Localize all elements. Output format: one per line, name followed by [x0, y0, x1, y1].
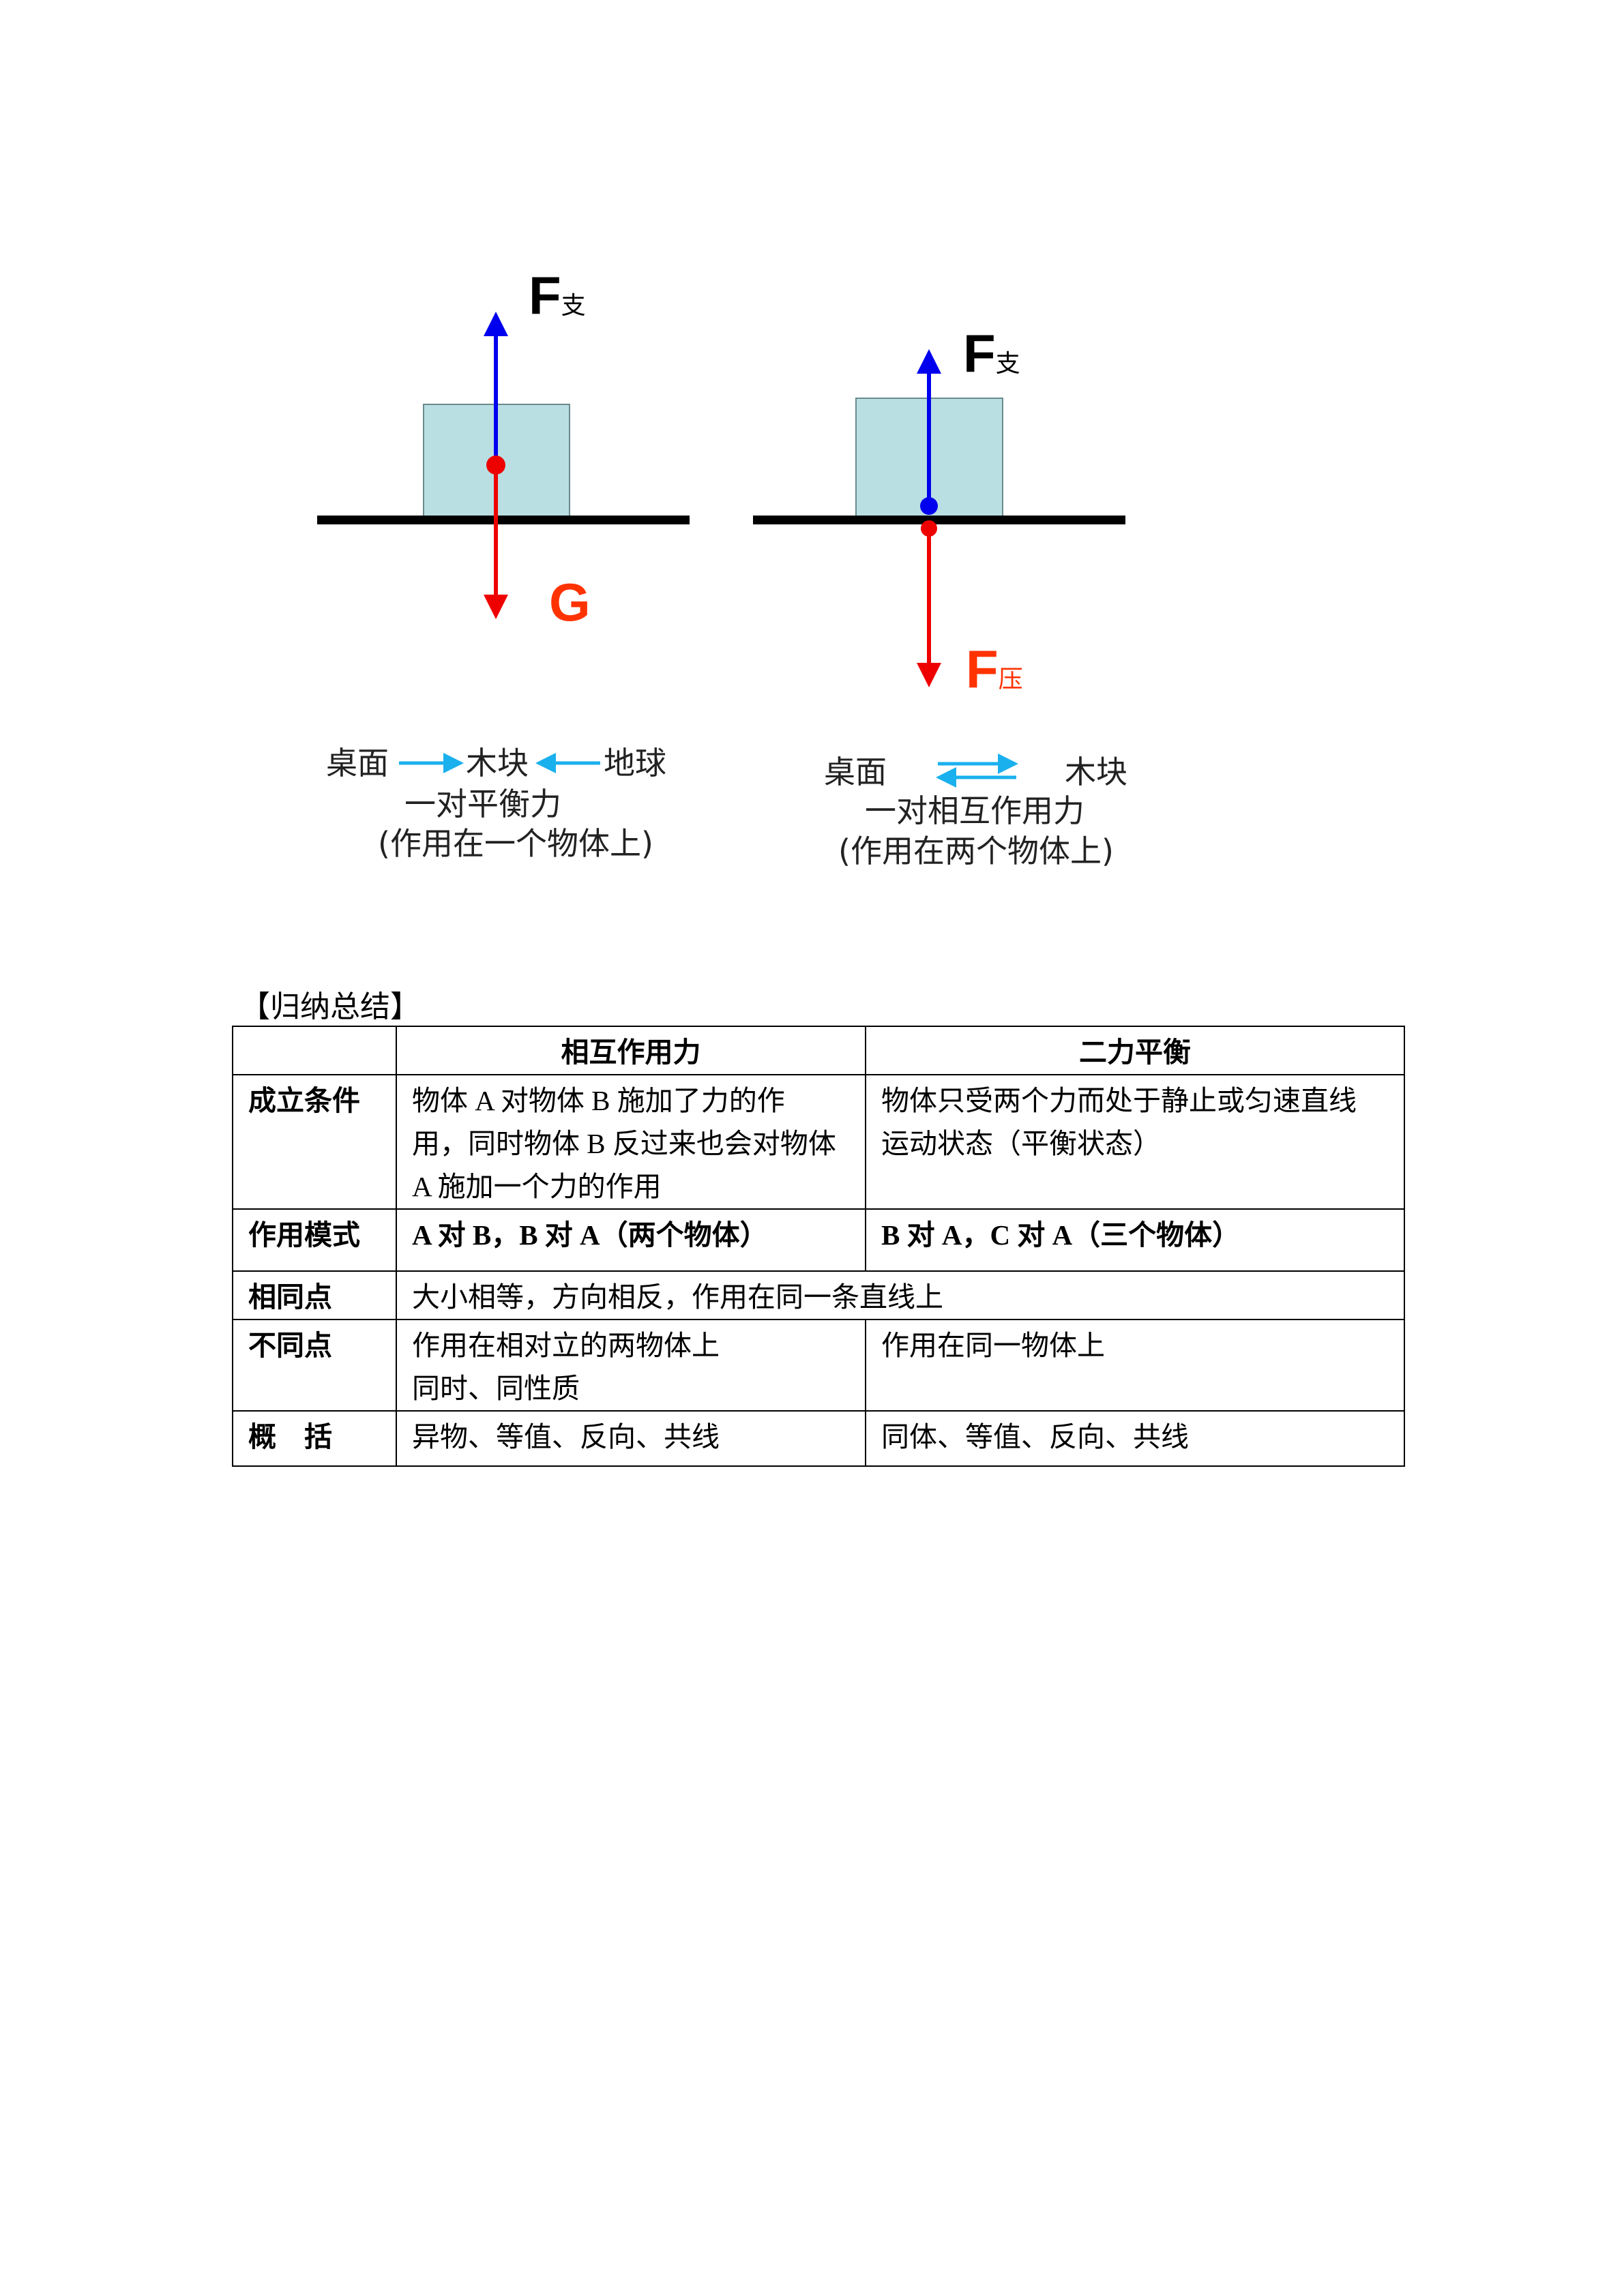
- force-diagrams: F支 G 桌面 木块 地球 一对平衡力 (作用在一个物体上) F支 F压 桌面 …: [317, 265, 1127, 869]
- table-header-row: 相互作用力 二力平衡: [232, 1026, 1405, 1075]
- table-row: 概 括 异物、等值、反向、共线 同体、等值、反向、共线: [232, 1410, 1405, 1467]
- svg-text:F压: F压: [966, 639, 1023, 699]
- cell: 物体 A 对物体 B 施加了力的作用，同时物体 B 反过来也会对物体 A 施加一个…: [396, 1074, 866, 1210]
- cell: 物体只受两个力而处于静止或匀速直线 运动状态（平衡状态）: [865, 1074, 1405, 1210]
- row-label: 概 括: [232, 1410, 397, 1467]
- caption-line3: (作用在一个物体上): [378, 825, 653, 862]
- caption-table: 桌面: [326, 745, 389, 781]
- gravity-label: G: [549, 572, 591, 632]
- support-point: [920, 497, 938, 515]
- pressure-force-label: F: [966, 639, 999, 699]
- caption-earth: 地球: [604, 745, 666, 781]
- table-row: 相同点 大小相等，方向相反，作用在同一条直线上: [232, 1270, 1405, 1320]
- cell: 作用在同一物体上: [865, 1319, 1405, 1412]
- diagram-balanced-forces: F支 G 桌面 木块 地球 一对平衡力 (作用在一个物体上): [317, 265, 690, 862]
- caption-block: 木块: [466, 745, 529, 781]
- cell: B 对 A，C 对 A（三个物体）: [865, 1208, 1405, 1272]
- cell-line: 物体只受两个力而处于静止或匀速直线: [881, 1085, 1357, 1116]
- force-point: [486, 456, 505, 475]
- support-force-label: F: [963, 323, 996, 383]
- table-row: 作用模式 A 对 B，B 对 A（两个物体） B 对 A，C 对 A（三个物体）: [232, 1208, 1405, 1272]
- cell-line: 物体 A 对物体 B 施加了力的作: [412, 1085, 785, 1116]
- row-label: 不同点: [232, 1319, 397, 1412]
- cell-line: 作用在相对立的两物体上: [412, 1330, 720, 1361]
- table-surface: [317, 516, 690, 524]
- cell: 同体、等值、反向、共线: [865, 1410, 1405, 1467]
- row-label: 作用模式: [232, 1208, 397, 1272]
- table-row: 成立条件 物体 A 对物体 B 施加了力的作用，同时物体 B 反过来也会对物体 A…: [232, 1074, 1405, 1210]
- support-force-sub: 支: [561, 291, 586, 319]
- summary-title: 【归纳总结】: [240, 990, 420, 1024]
- header-empty: [232, 1026, 397, 1075]
- row-label: 成立条件: [232, 1074, 397, 1210]
- header-interaction: 相互作用力: [396, 1026, 866, 1075]
- cell: 异物、等值、反向、共线: [396, 1410, 866, 1467]
- pressure-force-sub: 压: [999, 665, 1023, 693]
- table-surface: [753, 516, 1125, 524]
- caption-table: 桌面: [824, 754, 887, 790]
- support-force-label: F: [529, 265, 561, 325]
- header-balance: 二力平衡: [865, 1026, 1405, 1075]
- caption-line3: (作用在两个物体上): [838, 833, 1114, 869]
- cell: 作用在相对立的两物体上 同时、同性质: [396, 1319, 866, 1412]
- caption-block: 木块: [1065, 754, 1127, 790]
- summary-table: 相互作用力 二力平衡 成立条件 物体 A 对物体 B 施加了力的作用，同时物体 …: [232, 1026, 1405, 1467]
- cell-line: A 施加一个力的作用: [412, 1171, 662, 1202]
- svg-text:F支: F支: [963, 323, 1020, 383]
- row-label: 相同点: [232, 1270, 397, 1320]
- pressure-point: [921, 520, 937, 537]
- cell: A 对 B，B 对 A（两个物体）: [396, 1208, 866, 1272]
- support-force-sub: 支: [996, 349, 1020, 377]
- caption-line2: 一对平衡力: [404, 786, 561, 822]
- cell-line: 同时、同性质: [412, 1373, 580, 1404]
- caption-line2: 一对相互作用力: [865, 792, 1084, 829]
- svg-text:F支: F支: [529, 265, 586, 325]
- cell-merged: 大小相等，方向相反，作用在同一条直线上: [396, 1270, 1405, 1320]
- diagram-interaction-forces: F支 F压 桌面 木块 一对相互作用力 (作用在两个物体上): [753, 323, 1127, 869]
- cell-line: 运动状态（平衡状态）: [881, 1128, 1161, 1159]
- cell-line: 用，同时物体 B 反过来也会对物体: [412, 1128, 836, 1159]
- table-row: 不同点 作用在相对立的两物体上 同时、同性质 作用在同一物体上: [232, 1319, 1405, 1412]
